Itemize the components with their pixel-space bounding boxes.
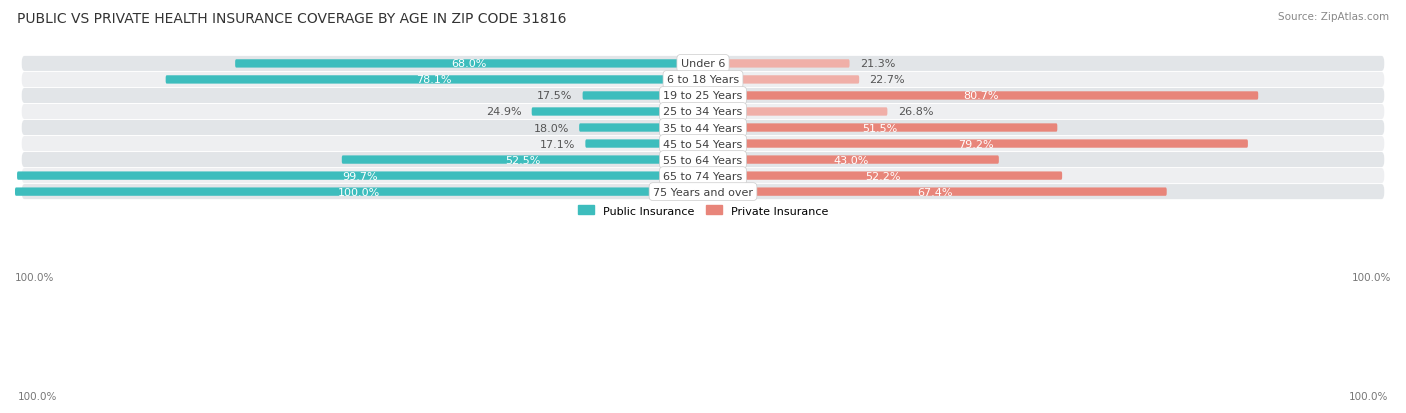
- FancyBboxPatch shape: [703, 124, 1057, 132]
- Text: 100.0%: 100.0%: [18, 392, 58, 401]
- FancyBboxPatch shape: [15, 188, 703, 196]
- Text: 43.0%: 43.0%: [834, 155, 869, 165]
- FancyBboxPatch shape: [21, 185, 1385, 199]
- Text: 99.7%: 99.7%: [342, 171, 378, 181]
- FancyBboxPatch shape: [703, 188, 1167, 196]
- FancyBboxPatch shape: [21, 169, 1385, 184]
- FancyBboxPatch shape: [703, 76, 859, 84]
- Text: 26.8%: 26.8%: [897, 107, 934, 117]
- FancyBboxPatch shape: [579, 124, 703, 132]
- Text: 79.2%: 79.2%: [957, 139, 993, 149]
- FancyBboxPatch shape: [21, 121, 1385, 136]
- Text: 35 to 44 Years: 35 to 44 Years: [664, 123, 742, 133]
- Text: 6 to 18 Years: 6 to 18 Years: [666, 75, 740, 85]
- Text: 78.1%: 78.1%: [416, 75, 453, 85]
- FancyBboxPatch shape: [582, 92, 703, 100]
- FancyBboxPatch shape: [703, 92, 1258, 100]
- Text: 100.0%: 100.0%: [1351, 272, 1391, 282]
- Text: 55 to 64 Years: 55 to 64 Years: [664, 155, 742, 165]
- Text: 67.4%: 67.4%: [917, 187, 953, 197]
- Text: 68.0%: 68.0%: [451, 59, 486, 69]
- Text: 19 to 25 Years: 19 to 25 Years: [664, 91, 742, 101]
- FancyBboxPatch shape: [585, 140, 703, 148]
- FancyBboxPatch shape: [21, 57, 1385, 72]
- FancyBboxPatch shape: [703, 108, 887, 116]
- FancyBboxPatch shape: [17, 172, 703, 180]
- Text: 100.0%: 100.0%: [15, 272, 55, 282]
- Text: 100.0%: 100.0%: [337, 187, 380, 197]
- Text: 22.7%: 22.7%: [869, 75, 905, 85]
- FancyBboxPatch shape: [21, 89, 1385, 104]
- FancyBboxPatch shape: [21, 153, 1385, 168]
- FancyBboxPatch shape: [703, 60, 849, 69]
- Text: PUBLIC VS PRIVATE HEALTH INSURANCE COVERAGE BY AGE IN ZIP CODE 31816: PUBLIC VS PRIVATE HEALTH INSURANCE COVER…: [17, 12, 567, 26]
- FancyBboxPatch shape: [235, 60, 703, 69]
- Text: 17.5%: 17.5%: [537, 91, 572, 101]
- Text: 52.5%: 52.5%: [505, 155, 540, 165]
- Text: 17.1%: 17.1%: [540, 139, 575, 149]
- Text: Under 6: Under 6: [681, 59, 725, 69]
- FancyBboxPatch shape: [703, 156, 998, 164]
- Text: 80.7%: 80.7%: [963, 91, 998, 101]
- FancyBboxPatch shape: [703, 172, 1062, 180]
- FancyBboxPatch shape: [21, 73, 1385, 88]
- FancyBboxPatch shape: [21, 105, 1385, 120]
- Text: 21.3%: 21.3%: [860, 59, 896, 69]
- Text: 100.0%: 100.0%: [1348, 392, 1388, 401]
- Text: 65 to 74 Years: 65 to 74 Years: [664, 171, 742, 181]
- Text: 45 to 54 Years: 45 to 54 Years: [664, 139, 742, 149]
- FancyBboxPatch shape: [342, 156, 703, 164]
- FancyBboxPatch shape: [531, 108, 703, 116]
- Text: 52.2%: 52.2%: [865, 171, 900, 181]
- Text: 75 Years and over: 75 Years and over: [652, 187, 754, 197]
- Text: 51.5%: 51.5%: [862, 123, 898, 133]
- FancyBboxPatch shape: [703, 140, 1249, 148]
- Text: 18.0%: 18.0%: [533, 123, 569, 133]
- Text: Source: ZipAtlas.com: Source: ZipAtlas.com: [1278, 12, 1389, 22]
- FancyBboxPatch shape: [166, 76, 703, 84]
- Text: 25 to 34 Years: 25 to 34 Years: [664, 107, 742, 117]
- FancyBboxPatch shape: [21, 137, 1385, 152]
- Legend: Public Insurance, Private Insurance: Public Insurance, Private Insurance: [574, 201, 832, 221]
- Text: 24.9%: 24.9%: [485, 107, 522, 117]
